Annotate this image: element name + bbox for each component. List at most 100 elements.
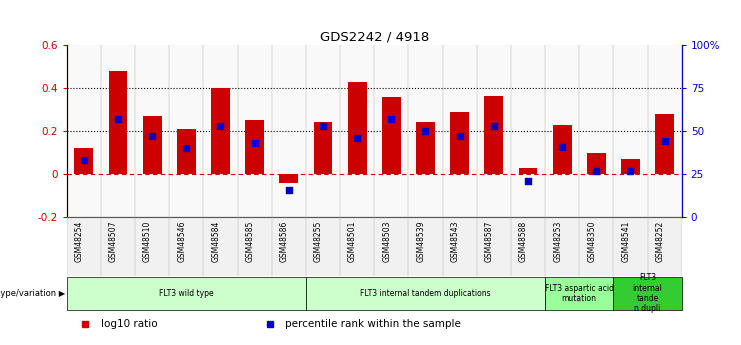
Text: GSM48584: GSM48584 (211, 220, 221, 262)
Text: GSM48587: GSM48587 (485, 220, 494, 262)
Bar (545, 217, 579, 276)
Text: GSM48543: GSM48543 (451, 220, 459, 262)
Point (591, 168, 602, 174)
Text: GSM48546: GSM48546 (177, 220, 186, 262)
Bar (340, 217, 374, 276)
Text: GSM48253: GSM48253 (553, 220, 562, 262)
Bar (340, 45, 374, 217)
Bar (135, 45, 169, 217)
Text: FLT3 wild type: FLT3 wild type (159, 289, 213, 298)
Bar (101, 217, 135, 276)
Bar (408, 45, 442, 217)
Text: GSM48255: GSM48255 (314, 220, 323, 262)
Title: GDS2242 / 4918: GDS2242 / 4918 (319, 31, 429, 44)
Point (112, 116, 124, 122)
Bar (143, 116, 162, 174)
Bar (442, 217, 476, 276)
Bar (476, 217, 511, 276)
Text: GSM48588: GSM48588 (519, 220, 528, 262)
Bar (374, 217, 408, 276)
Bar (238, 217, 272, 276)
Text: FLT3 internal tandem duplications: FLT3 internal tandem duplications (360, 289, 491, 298)
Point (419, 128, 431, 134)
Point (351, 135, 363, 141)
Bar (519, 168, 537, 174)
Bar (177, 129, 196, 174)
Bar (74, 148, 93, 174)
Bar (416, 122, 435, 174)
Bar (485, 96, 503, 174)
Bar (238, 45, 272, 217)
Bar (101, 45, 135, 217)
Bar (655, 114, 674, 174)
Bar (545, 45, 579, 217)
Bar (579, 217, 614, 276)
Bar (382, 97, 401, 174)
Text: log10 ratio: log10 ratio (101, 319, 157, 329)
Bar (203, 217, 238, 276)
Point (522, 178, 534, 184)
Bar (442, 45, 476, 217)
Bar (587, 152, 605, 174)
Bar (511, 45, 545, 217)
Text: GSM48539: GSM48539 (416, 220, 425, 262)
Point (78, 158, 90, 163)
Text: GSM48541: GSM48541 (622, 220, 631, 262)
Bar (614, 45, 648, 217)
Point (556, 144, 568, 149)
Text: GSM48507: GSM48507 (109, 220, 118, 262)
Bar (108, 71, 127, 174)
Bar (621, 159, 640, 174)
Bar (169, 45, 203, 217)
Bar (203, 45, 238, 217)
Bar (272, 45, 306, 217)
Text: GSM48350: GSM48350 (588, 220, 597, 262)
Bar (135, 217, 169, 276)
Point (180, 146, 192, 151)
Point (488, 123, 499, 129)
Bar (648, 217, 682, 276)
Text: GSM48586: GSM48586 (280, 220, 289, 262)
Bar (211, 88, 230, 174)
Point (215, 123, 227, 129)
Bar (553, 125, 571, 174)
Bar (614, 217, 648, 276)
Bar (245, 120, 264, 174)
Bar (476, 45, 511, 217)
Bar (67, 277, 306, 310)
Bar (272, 217, 306, 276)
Point (625, 168, 637, 174)
Point (146, 134, 158, 139)
Bar (313, 122, 333, 174)
Bar (614, 277, 682, 310)
Text: GSM48510: GSM48510 (143, 220, 152, 262)
Bar (306, 45, 340, 217)
Text: FLT3
internal
tande
n dupli: FLT3 internal tande n dupli (633, 273, 662, 313)
Bar (545, 277, 614, 310)
Bar (67, 217, 101, 276)
Point (659, 139, 671, 144)
Bar (306, 217, 340, 276)
Bar (579, 45, 614, 217)
Bar (648, 45, 682, 217)
Text: GSM48252: GSM48252 (656, 220, 665, 262)
Bar (374, 45, 408, 217)
Point (317, 123, 329, 129)
Point (249, 140, 261, 146)
Point (283, 187, 295, 193)
Text: FLT3 aspartic acid
mutation: FLT3 aspartic acid mutation (545, 284, 614, 303)
Bar (306, 277, 545, 310)
Text: GSM48503: GSM48503 (382, 220, 391, 262)
Text: GSM48254: GSM48254 (75, 220, 84, 262)
Point (385, 116, 397, 122)
Point (453, 134, 465, 139)
Text: GSM48501: GSM48501 (348, 220, 357, 262)
Bar (348, 81, 367, 174)
Bar (511, 217, 545, 276)
Bar (408, 217, 442, 276)
Text: GSM48585: GSM48585 (245, 220, 255, 262)
Text: genotype/variation ▶: genotype/variation ▶ (0, 289, 65, 298)
Bar (67, 45, 101, 217)
Text: percentile rank within the sample: percentile rank within the sample (285, 319, 461, 329)
Bar (279, 174, 298, 183)
